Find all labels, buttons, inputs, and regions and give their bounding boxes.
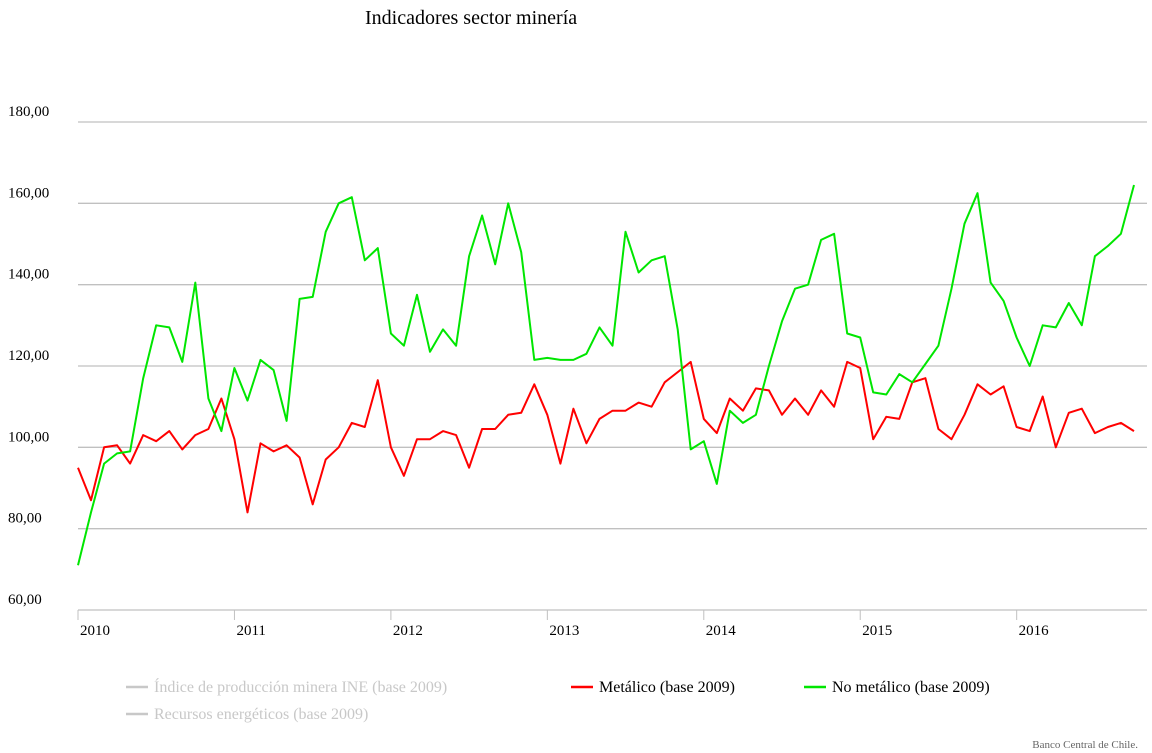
legend-item[interactable]: Metálico (base 2009): [599, 679, 735, 696]
legend-item[interactable]: No metálico (base 2009): [832, 679, 990, 696]
grid: [78, 121, 1147, 611]
series-line: [77, 360, 1135, 514]
y-tick-label: 60,00: [8, 592, 42, 608]
x-tick-label: 2012: [393, 623, 423, 639]
legend-item[interactable]: Índice de producción minera INE (base 20…: [154, 677, 447, 696]
series-line: [77, 184, 1135, 566]
x-axis: 2010 2011 2012 2013 2014 2015 2016: [77, 610, 1050, 639]
y-tick-label: 120,00: [8, 348, 49, 364]
chart-title: Indicadores sector minería: [365, 7, 577, 29]
credit-text: Banco Central de Chile.: [1032, 739, 1138, 751]
x-tick-label: 2013: [549, 623, 579, 639]
legend-item[interactable]: Recursos energéticos (base 2009): [154, 706, 368, 723]
y-tick-label: 100,00: [8, 429, 49, 445]
y-axis: 60,00 80,00 100,00 120,00 140,00 160,00 180,00: [8, 104, 49, 608]
x-tick-label: 2010: [80, 623, 110, 639]
legend: Índice de producción minera INE (base 20…: [126, 677, 990, 723]
y-tick-label: 180,00: [8, 104, 49, 120]
y-tick-label: 160,00: [8, 185, 49, 201]
x-tick-label: 2014: [706, 623, 737, 639]
y-tick-label: 80,00: [8, 511, 42, 527]
y-tick-label: 140,00: [8, 267, 49, 283]
plot-area: [77, 184, 1135, 566]
x-tick-label: 2016: [1019, 623, 1050, 639]
x-tick-label: 2011: [236, 623, 265, 639]
x-tick-label: 2015: [862, 623, 892, 639]
